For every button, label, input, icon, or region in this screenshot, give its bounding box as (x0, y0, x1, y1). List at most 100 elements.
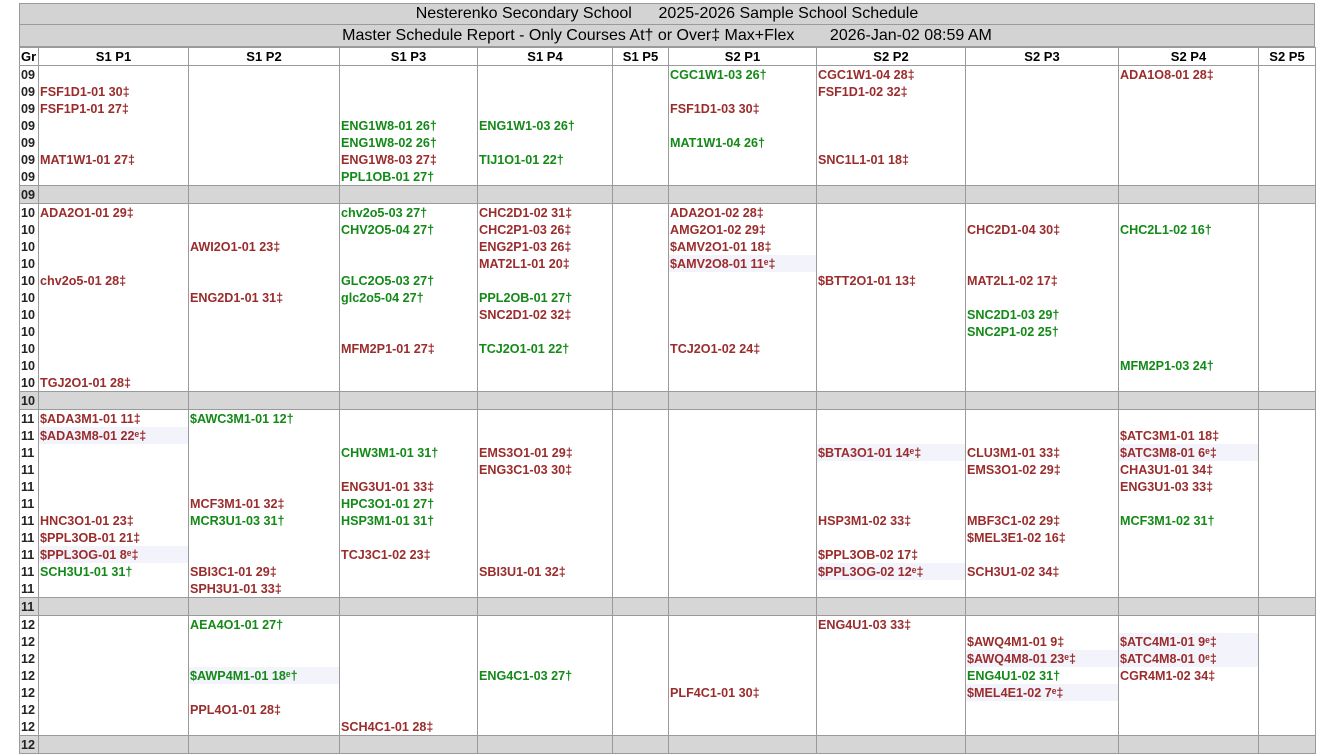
course-section-code[interactable]: glc2o5-04 27† (341, 290, 424, 305)
course-section-code[interactable]: CGR4M1-02 34‡ (1120, 668, 1216, 683)
course-section-code[interactable]: MAT2L1-02 17‡ (967, 273, 1058, 288)
course-section-code[interactable]: SCH4C1-01 28‡ (341, 719, 434, 734)
course-section-code[interactable]: CHC2P1-03 26‡ (479, 222, 572, 237)
course-section-code[interactable]: AWI2O1-01 23‡ (190, 239, 281, 254)
course-section-code[interactable]: $ATC4M1-01 9ᵉ‡ (1120, 634, 1217, 649)
course-section-code[interactable]: $PPL3OG-02 12ᵉ‡ (818, 564, 924, 579)
course-section-code[interactable]: SBI3C1-01 29‡ (190, 564, 277, 579)
course-section-code[interactable]: $PPL3OB-02 17‡ (818, 547, 919, 562)
course-section-code[interactable]: $AWC3M1-01 12† (190, 411, 294, 426)
course-section-code[interactable]: ENG1W1-03 26† (479, 118, 575, 133)
course-section-code[interactable]: CHV2O5-04 27† (341, 222, 435, 237)
report-timestamp: 2026-Jan-02 08:59 AM (829, 27, 992, 44)
course-section-code[interactable]: SCH3U1-01 31† (40, 564, 133, 579)
course-section-code[interactable]: $ATC3M1-01 18‡ (1120, 428, 1220, 443)
course-section-code[interactable]: SPH3U1-01 33‡ (190, 581, 282, 596)
course-section-code[interactable]: HSP3M1-01 31† (341, 513, 435, 528)
course-section-code[interactable]: ENG1W8-02 26† (341, 135, 437, 150)
course-section-code[interactable]: $PPL3OB-01 21‡ (40, 530, 141, 545)
course-section-code[interactable]: ENG4U1-03 33‡ (818, 617, 912, 632)
course-section-code[interactable]: HSP3M1-02 33‡ (818, 513, 912, 528)
course-section-code[interactable]: SNC2D1-03 29† (967, 307, 1060, 322)
course-section-code[interactable]: ENG2D1-01 31‡ (190, 290, 284, 305)
course-section-code[interactable]: ENG4C1-03 27† (479, 668, 573, 683)
course-section-code[interactable]: EMS3O1-01 29‡ (479, 445, 573, 460)
course-section-code[interactable]: $MEL3E1-02 16‡ (967, 530, 1066, 545)
course-section-code[interactable]: $BTT2O1-01 13‡ (818, 273, 917, 288)
course-section-code[interactable]: AMG2O1-02 29‡ (670, 222, 766, 237)
course-section-code[interactable]: FSF1P1-01 27‡ (40, 101, 129, 116)
course-section-code[interactable]: CLU3M1-01 33‡ (967, 445, 1061, 460)
course-section-code[interactable]: SNC2D1-02 32‡ (479, 307, 572, 322)
course-section-code[interactable]: MFM2P1-01 27‡ (341, 341, 435, 356)
course-section-code[interactable]: chv2o5-01 28‡ (40, 273, 127, 288)
course-section-code[interactable]: SNC2P1-02 25† (967, 324, 1059, 339)
course-section-code[interactable]: ADA1O8-01 28‡ (1120, 67, 1214, 82)
course-section-code[interactable]: ENG3U1-01 33‡ (341, 479, 435, 494)
separator-cell (816, 391, 966, 410)
course-section-code[interactable]: HNC3O1-01 23‡ (40, 513, 134, 528)
course-section-code[interactable]: MFM2P1-03 24† (1120, 358, 1214, 373)
course-section-code[interactable]: PPL1OB-01 27† (341, 169, 435, 184)
course-section-code[interactable]: CHW3M1-01 31† (341, 445, 439, 460)
course-section-code[interactable]: ENG1W8-03 27‡ (341, 152, 437, 167)
course-section-code[interactable]: MCF3M1-01 32‡ (190, 496, 285, 511)
separator-cell (38, 185, 189, 204)
course-section-code[interactable]: MCR3U1-03 31† (190, 513, 285, 528)
course-section-code[interactable]: CHC2D1-04 30‡ (967, 222, 1061, 237)
course-section-code[interactable]: TCJ2O1-01 22† (479, 341, 570, 356)
course-section-code[interactable]: CGC1W1-03 26† (670, 67, 767, 82)
course-section-code[interactable]: SNC1L1-01 18‡ (818, 152, 910, 167)
course-section-code[interactable]: CHC2L1-02 16† (1120, 222, 1212, 237)
course-section-code[interactable]: MAT2L1-01 20‡ (479, 256, 570, 271)
course-section-code[interactable]: MAT1W1-04 26† (670, 135, 765, 150)
course-section-code[interactable]: chv2o5-03 27† (341, 205, 428, 220)
course-section-code[interactable]: $AMV2O8-01 11ᵉ‡ (670, 256, 776, 271)
course-section-code[interactable]: $ADA3M1-01 11‡ (40, 411, 141, 426)
course-section-code[interactable]: SBI3U1-01 32‡ (479, 564, 566, 579)
course-section-code[interactable]: EMS3O1-02 29‡ (967, 462, 1061, 477)
course-section-code[interactable]: TCJ2O1-02 24‡ (670, 341, 761, 356)
course-section-code[interactable]: $AWQ4M1-01 9‡ (967, 634, 1065, 649)
course-section-code[interactable]: MAT1W1-01 27‡ (40, 152, 135, 167)
course-section-code[interactable]: ENG2P1-03 26‡ (479, 239, 572, 254)
empty-cell (668, 718, 817, 736)
course-section-code[interactable]: TCJ3C1-02 23‡ (341, 547, 431, 562)
course-section-code[interactable]: ENG4U1-02 31† (967, 668, 1061, 683)
course-section-code[interactable]: PLF4C1-01 30‡ (670, 685, 760, 700)
course-section-code[interactable]: FSF1D1-01 30‡ (40, 84, 130, 99)
course-section-code[interactable]: CHC2D1-02 31‡ (479, 205, 573, 220)
course-section-code[interactable]: PPL2OB-01 27† (479, 290, 573, 305)
course-section-code[interactable]: ADA2O1-01 29‡ (40, 205, 134, 220)
course-section-code[interactable]: ENG3C1-03 30‡ (479, 462, 573, 477)
course-section-code[interactable]: $ATC3M8-01 6ᵉ‡ (1120, 445, 1217, 460)
course-section-code[interactable]: SCH3U1-02 34‡ (967, 564, 1060, 579)
course-section-code[interactable]: $AWP4M1-01 18ᵉ† (190, 668, 298, 683)
course-section-code[interactable]: ENG3U1-03 33‡ (1120, 479, 1214, 494)
course-section-code[interactable]: CGC1W1-04 28‡ (818, 67, 915, 82)
course-section-code[interactable]: CHA3U1-01 34‡ (1120, 462, 1214, 477)
course-section-code[interactable]: PPL4O1-01 28‡ (190, 702, 282, 717)
course-section-code[interactable]: HPC3O1-01 27† (341, 496, 435, 511)
course-section-code[interactable]: MCF3M1-02 31† (1120, 513, 1215, 528)
empty-cell (1118, 495, 1259, 512)
course-section-code[interactable]: ADA2O1-02 28‡ (670, 205, 764, 220)
empty-cell (339, 461, 478, 478)
course-section-code[interactable]: AEA4O1-01 27† (190, 617, 284, 632)
course-section-code[interactable]: $AMV2O1-01 18‡ (670, 239, 772, 254)
course-section-code[interactable]: FSF1D1-03 30‡ (670, 101, 760, 116)
course-section-code[interactable]: $MEL4E1-02 7ᵉ‡ (967, 685, 1064, 700)
course-section-code[interactable]: TGJ2O1-01 28‡ (40, 375, 132, 390)
course-section-code[interactable]: $ATC4M8-01 0ᵉ‡ (1120, 651, 1217, 666)
course-section-code[interactable]: TIJ1O1-01 22† (479, 152, 564, 167)
course-section-code[interactable]: GLC2O5-03 27† (341, 273, 435, 288)
empty-cell (477, 650, 613, 667)
course-section-code[interactable]: ENG1W8-01 26† (341, 118, 437, 133)
course-section-cell: CHV2O5-04 27† (339, 221, 478, 238)
course-section-code[interactable]: FSF1D1-02 32‡ (818, 84, 908, 99)
course-section-code[interactable]: $AWQ4M8-01 23ᵉ‡ (967, 651, 1077, 666)
course-section-code[interactable]: $BTA3O1-01 14ᵉ‡ (818, 445, 922, 460)
course-section-code[interactable]: MBF3C1-02 29‡ (967, 513, 1061, 528)
course-section-code[interactable]: $ADA3M8-01 22ᵉ‡ (40, 428, 147, 443)
course-section-code[interactable]: $PPL3OG-01 8ᵉ‡ (40, 547, 139, 562)
